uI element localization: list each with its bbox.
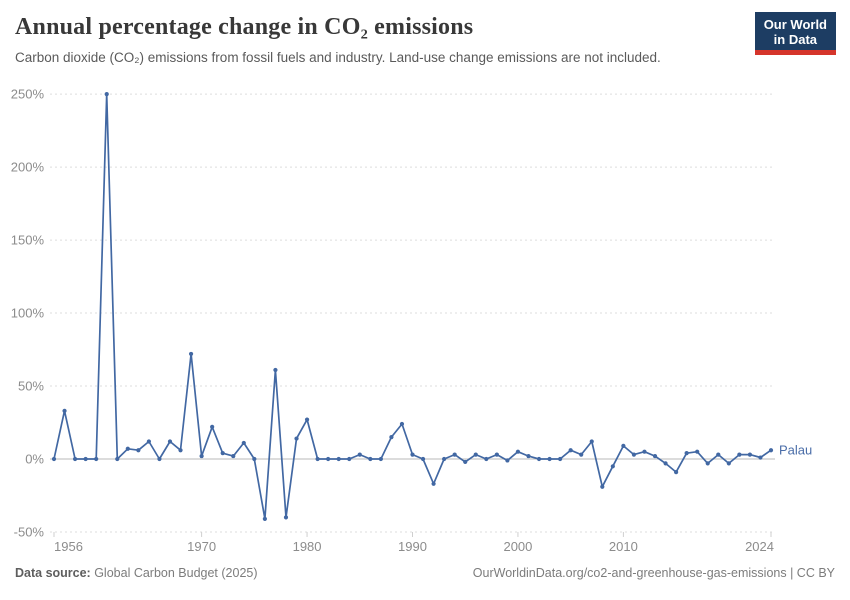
x-axis-label: 2024 [745,539,774,554]
data-point [737,452,742,457]
x-axis-label: 1956 [54,539,83,554]
data-point [178,448,183,453]
data-point [494,452,499,457]
data-point [115,456,120,462]
data-point [505,458,510,463]
data-point [188,351,194,357]
y-axis-label: 50% [18,379,44,394]
data-point [674,470,679,475]
data-source: Data source: Global Carbon Budget (2025) [15,566,258,580]
data-point [210,424,215,429]
data-point [473,452,478,457]
data-point [167,439,173,444]
logo-line2: in Data [773,32,818,47]
data-point [515,449,521,454]
data-point [579,452,584,457]
chart-canvas[interactable]: -50% 0% 50% 100% 150% 200% 250% 1956 1970 1980 199… [0,78,850,560]
data-point [758,455,763,460]
data-point [315,456,320,462]
data-point [220,451,225,456]
data-point [389,435,394,440]
data-point [283,515,289,520]
data-point [273,367,278,373]
data-point [357,452,362,457]
data-point [621,443,626,448]
data-point [536,456,542,462]
data-point [547,456,552,462]
x-axis-label: 2000 [503,539,532,554]
y-axis-label: -50% [14,524,45,539]
data-point [568,448,573,453]
data-point [768,448,774,453]
y-axis-label: 100% [11,306,45,321]
data-point [252,456,257,462]
data-point [431,481,436,486]
data-point [262,516,267,521]
data-point [347,456,352,462]
data-point [684,451,689,456]
data-point [378,456,383,462]
page-title: Annual percentage change in CO₂ emission… [15,14,474,40]
data-point [589,439,594,444]
x-axis-label: 2010 [609,539,638,554]
data-point [146,439,151,444]
data-point [326,456,331,462]
y-axis-label: 200% [11,160,45,175]
data-point [663,461,668,466]
data-point [631,452,637,457]
data-point [442,456,447,462]
x-axis-label: 1990 [398,539,427,554]
data-point [716,452,721,457]
data-point [610,464,615,469]
data-point [336,456,341,462]
data-point [399,421,405,427]
x-axis-label: 1980 [293,539,322,554]
data-point [304,417,310,422]
footer-url[interactable]: OurWorldinData.org/co2-and-greenhouse-ga… [472,566,835,580]
data-point [652,453,658,459]
data-point [157,456,162,462]
data-point [241,440,246,446]
data-point [452,452,457,457]
data-point [231,453,236,459]
owid-logo: Our World in Data [754,12,836,55]
data-point [526,453,531,459]
data-point [695,449,700,454]
data-source-label: Data source: [15,566,91,580]
data-source-text: Global Carbon Budget (2025) [90,566,258,580]
data-point [705,461,710,466]
data-point [62,408,67,413]
data-point [600,484,605,489]
data-point [136,448,141,453]
data-point [410,452,415,457]
y-axis-label: 0% [25,452,44,467]
data-point [642,449,647,454]
data-point [294,436,299,441]
y-axis-label: 150% [11,233,45,248]
data-point [72,456,78,462]
data-point [125,446,130,451]
data-point [83,456,88,462]
x-axis-label: 1970 [187,539,216,554]
data-point [104,92,109,97]
data-point [420,456,426,462]
data-point [463,459,468,465]
logo-line1: Our World [763,17,827,32]
data-point [51,456,57,462]
series-label-palau: Palau [779,443,812,458]
data-point [484,456,489,462]
data-point [199,453,204,459]
data-point [368,456,373,462]
data-point [94,456,99,462]
data-point [726,461,731,466]
chart-footer: Data source: Global Carbon Budget (2025)… [15,566,835,580]
y-axis-label: 250% [11,87,45,102]
data-point [747,452,753,457]
data-point [558,456,563,462]
chart-subtitle: Carbon dioxide (CO₂) emissions from foss… [15,50,661,65]
